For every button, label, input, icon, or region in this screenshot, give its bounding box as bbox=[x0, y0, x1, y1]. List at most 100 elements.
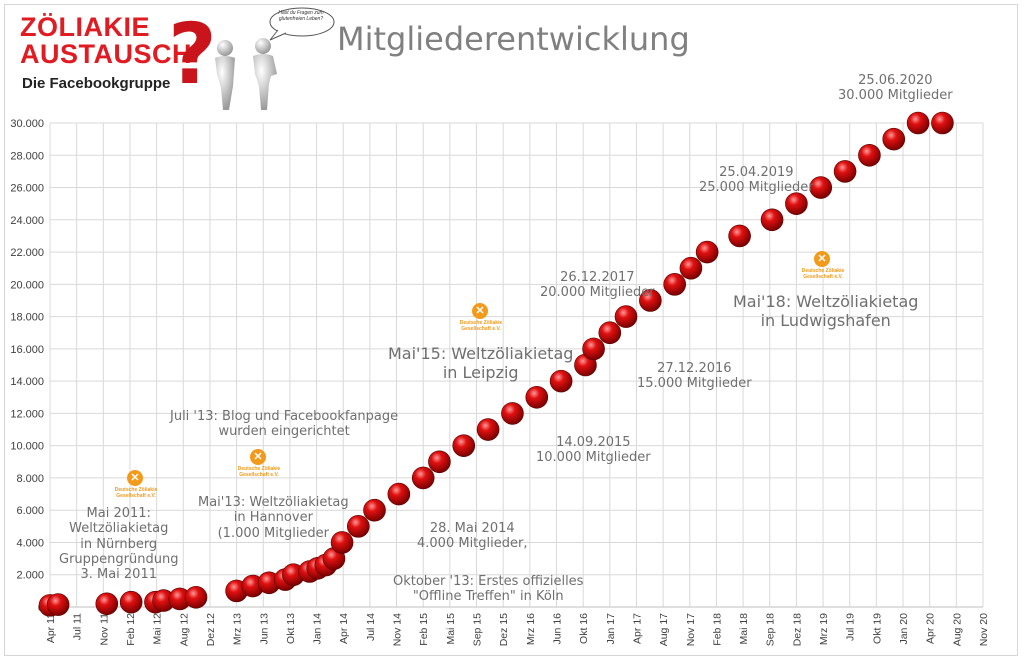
y-tick-label: 2.000 bbox=[16, 570, 44, 582]
annotation-line: 26.12.2017 bbox=[560, 270, 635, 285]
dzg-line2: Gesellschaft e.V. bbox=[239, 472, 279, 478]
x-tick-label: Nov 11 bbox=[98, 613, 110, 646]
annotation-line: Mai 2011: bbox=[86, 506, 151, 521]
annotation-a2016: 27.12.2016 15.000 Mitglieder bbox=[637, 361, 752, 392]
x-tick-label: Okt 16 bbox=[578, 613, 590, 644]
y-tick-label: 4.000 bbox=[16, 537, 44, 549]
annotation-line: in Leipzig bbox=[442, 362, 519, 382]
annotation-a2015: Mai'15: Weltzöliakietag in Leipzig bbox=[388, 344, 573, 383]
x-tick-label: Jun 16 bbox=[551, 613, 563, 645]
x-tick-label: Jun 13 bbox=[258, 613, 270, 645]
annotation-line: Mai'13: Weltzöliakietag bbox=[198, 495, 349, 510]
annotation-line: 10.000 Mitglieder bbox=[536, 450, 651, 466]
x-tick-label: Feb 15 bbox=[418, 613, 430, 646]
data-point bbox=[452, 434, 476, 457]
annotation-line: Gruppengründung bbox=[59, 551, 179, 567]
data-point bbox=[858, 143, 881, 167]
question-mark-icon: ? bbox=[168, 5, 217, 103]
annotation-line: Juli '13: Blog und Facebookfanpage bbox=[170, 409, 399, 424]
x-tick-label: Okt 13 bbox=[285, 613, 297, 644]
dzg-logo-text: Deutsche Zöliakie Gesellschaft e.V. bbox=[236, 466, 282, 478]
x-tick-label: Feb 18 bbox=[711, 613, 723, 646]
x-tick-label: Aug 20 bbox=[951, 613, 963, 646]
x-tick-label: Mai 12 bbox=[152, 613, 164, 645]
x-tick-label: Mai 15 bbox=[445, 613, 457, 645]
data-point bbox=[387, 482, 411, 506]
annotation-line: Weltzöliakietag bbox=[69, 521, 169, 537]
dzg-line1: Deutsche Zöliakie bbox=[459, 320, 503, 326]
annotation-line: 25.04.2019 bbox=[719, 165, 794, 180]
x-tick-label: Mrz 19 bbox=[818, 613, 830, 645]
annotation-line: in Hannover bbox=[233, 510, 313, 526]
y-tick-label: 24.000 bbox=[10, 215, 44, 227]
data-point bbox=[184, 586, 208, 609]
x-tick-label: Jul 19 bbox=[845, 613, 857, 641]
y-tick-label: 10.000 bbox=[10, 441, 44, 453]
y-tick-label: 22.000 bbox=[10, 247, 44, 259]
dzg-logo-text: Deutsche Zöliakie Gesellschaft e.V. bbox=[113, 487, 159, 499]
dzg-line1: Deutsche Zöliakie bbox=[237, 466, 281, 472]
x-tick-label: Sep 15 bbox=[472, 613, 484, 646]
x-tick-label: Dez 12 bbox=[205, 613, 217, 646]
x-tick-label: Feb 12 bbox=[125, 613, 137, 646]
x-tick-label: Dez 18 bbox=[791, 613, 803, 646]
x-tick-label: Aug 12 bbox=[178, 613, 190, 646]
y-tick-label: 26.000 bbox=[10, 183, 44, 195]
data-point bbox=[582, 337, 605, 361]
annotation-a2017: 26.12.2017 20.000 Mitglieder bbox=[540, 270, 655, 301]
data-point bbox=[760, 208, 784, 232]
annotation-line: 15.000 Mitglieder bbox=[637, 376, 752, 392]
data-points bbox=[38, 111, 954, 617]
data-point bbox=[639, 289, 662, 312]
x-tick-label: Dez 15 bbox=[498, 613, 510, 646]
page-title: Mitgliederentwicklung bbox=[337, 20, 690, 58]
dzg-logo: ✕ Deutsche Zöliakie Gesellschaft e.V. bbox=[113, 470, 159, 504]
x-tick-label: Nov 20 bbox=[978, 613, 990, 646]
data-point bbox=[695, 240, 719, 264]
data-point bbox=[598, 321, 622, 345]
annotation-a2020: 25.06.2020 30.000 Mitglieder bbox=[838, 73, 953, 104]
y-tick-label: 16.000 bbox=[10, 344, 44, 356]
data-point bbox=[679, 256, 703, 280]
logo: ZÖLIAKIE AUSTAUSCH Die Facebookgruppe bbox=[20, 12, 205, 107]
x-tick-label: Mrz 16 bbox=[525, 613, 537, 645]
data-point bbox=[663, 273, 687, 296]
y-tick-label: 8.000 bbox=[16, 473, 44, 485]
data-point bbox=[614, 305, 638, 328]
dzg-logo: ✕ Deutsche Zöliakie Gesellschaft e.V. bbox=[800, 251, 846, 285]
dzg-logo: ✕ Deutsche Zöliakie Gesellschaft e.V. bbox=[458, 303, 504, 337]
annotation-a2011: Mai 2011: Weltzöliakietag in Nürnberg Grupp… bbox=[59, 506, 178, 583]
x-tick-label: Okt 19 bbox=[871, 613, 883, 644]
x-tick-label: Apr 14 bbox=[338, 613, 350, 644]
annotation-line: 28. Mai 2014 bbox=[429, 521, 515, 536]
logo-subtitle: Die Facebookgruppe bbox=[22, 75, 171, 92]
annotation-a13han: Mai'13: Weltzöliakietag in Hannover (1.000… bbox=[198, 495, 349, 541]
x-tick-label: Apr 11 bbox=[45, 613, 57, 643]
fork-knife-icon: ✕ bbox=[250, 449, 266, 465]
annotation-line: in Nürnberg bbox=[80, 536, 158, 552]
y-tick-label: 12.000 bbox=[10, 408, 44, 420]
y-tick-label: 20.000 bbox=[10, 279, 44, 291]
data-point bbox=[525, 385, 549, 409]
data-point bbox=[95, 592, 119, 616]
data-point bbox=[809, 176, 833, 199]
data-point bbox=[728, 224, 751, 248]
speech-bubble-icon bbox=[269, 7, 335, 41]
annotation-line: Mai'18: Weltzöliakietag bbox=[733, 292, 919, 311]
data-point bbox=[549, 369, 573, 393]
x-tick-label: Jan 17 bbox=[605, 613, 617, 645]
data-point bbox=[363, 498, 386, 522]
annotation-a2018: Mai'18: Weltzöliakietag in Ludwigshafen bbox=[733, 292, 919, 331]
x-axis-ticks: Apr 11 Jul 11 Nov 11 Feb 12 Mai 12 Aug 12 Dez … bbox=[45, 613, 990, 646]
annotation-line: 30.000 Mitglieder bbox=[838, 88, 953, 104]
logo-line1: ZÖLIAKIE bbox=[20, 12, 150, 42]
y-axis-ticks: 02.0004.0006.0008.00010.00012.00014.0001… bbox=[10, 118, 44, 614]
annotation-line: 27.12.2016 bbox=[657, 361, 732, 376]
data-point bbox=[476, 418, 500, 441]
annotation-line: wurden eingerichtet bbox=[218, 424, 350, 440]
fork-knife-icon: ✕ bbox=[472, 303, 488, 319]
grid bbox=[49, 122, 984, 608]
data-point bbox=[785, 192, 808, 215]
data-point bbox=[119, 590, 143, 614]
